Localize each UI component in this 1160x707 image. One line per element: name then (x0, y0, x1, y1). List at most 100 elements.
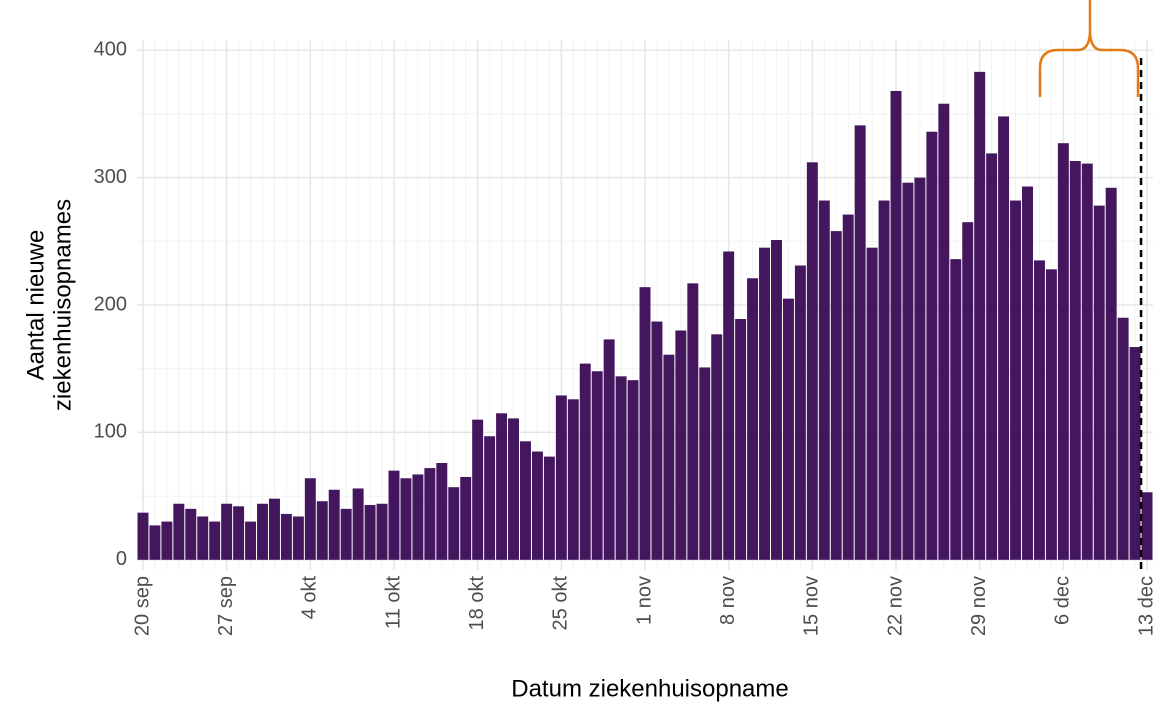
bar (902, 182, 914, 560)
bar (352, 488, 364, 560)
bar (1045, 269, 1057, 560)
x-tick-label: 8 nov (717, 576, 739, 625)
bar (292, 516, 304, 560)
bar (639, 287, 651, 560)
y-tick-label: 200 (94, 293, 127, 315)
y-tick-label: 400 (94, 38, 127, 60)
bar (328, 489, 340, 560)
x-axis-title: Datum ziekenhuisopname (511, 675, 789, 702)
bar (185, 508, 197, 560)
x-tick-label: 22 nov (884, 576, 906, 636)
bar (878, 200, 890, 560)
bar (974, 71, 986, 560)
bar (388, 470, 400, 560)
x-tick-label: 25 okt (550, 576, 572, 631)
bar (866, 247, 878, 560)
bar (340, 508, 352, 560)
brace (1038, 0, 1140, 97)
bar (782, 298, 794, 560)
bar (735, 319, 747, 560)
x-tick-label: 15 nov (801, 576, 823, 636)
bar (747, 278, 759, 560)
bar (986, 153, 998, 560)
bar (842, 214, 854, 560)
bar (687, 283, 699, 560)
bar (711, 334, 723, 560)
bar (1141, 492, 1153, 560)
x-tick-label: 6 dec (1052, 576, 1074, 625)
bar (627, 380, 639, 560)
x-tick-label: 4 okt (299, 576, 321, 620)
bar (233, 506, 245, 560)
bar (304, 478, 316, 560)
bar (567, 399, 579, 560)
bar (508, 418, 519, 560)
bar (1081, 163, 1093, 560)
bar (1069, 161, 1081, 560)
bar (496, 413, 508, 560)
y-tick-label: 0 (116, 548, 127, 570)
bar (209, 521, 221, 560)
bar (161, 521, 173, 560)
bar (1105, 187, 1117, 560)
bar (663, 354, 675, 560)
bar (818, 200, 830, 560)
bar (1129, 347, 1141, 560)
bar (830, 231, 842, 560)
x-tick-label: 27 sep (215, 576, 237, 636)
bar (400, 478, 412, 560)
bar (448, 487, 460, 560)
bar (962, 222, 974, 560)
x-tick-label: 1 nov (633, 576, 655, 625)
x-tick-label: 11 okt (382, 576, 404, 629)
bar (412, 474, 424, 560)
bar (555, 395, 567, 560)
bar (460, 476, 472, 560)
bar (543, 456, 555, 560)
bar (699, 367, 711, 560)
bar (424, 468, 436, 560)
bar (926, 131, 938, 560)
bar (914, 177, 926, 560)
x-tick-label: 13 dec (1135, 576, 1157, 636)
bar (245, 521, 257, 560)
x-tick-label: 20 sep (131, 576, 153, 636)
bar (221, 503, 233, 560)
bar (651, 321, 663, 560)
bar (950, 259, 962, 560)
bar (854, 125, 866, 560)
y-tick-label: 300 (94, 166, 127, 188)
bar (1022, 186, 1033, 560)
bar (591, 371, 603, 560)
bar (1117, 317, 1129, 560)
bar (197, 516, 209, 560)
bar (615, 376, 627, 560)
x-tick-label: 18 okt (466, 576, 488, 631)
bar (603, 339, 615, 560)
bar (890, 90, 902, 560)
bar (1010, 200, 1022, 560)
bar (316, 501, 328, 560)
bar (531, 451, 543, 560)
y-axis-title: ziekenhuisopnames (49, 199, 76, 411)
bar (771, 240, 782, 560)
bar (280, 513, 292, 560)
bar (484, 436, 496, 560)
bar (257, 503, 268, 560)
bar (579, 363, 591, 560)
bar (268, 498, 280, 560)
bar (1033, 260, 1045, 560)
bar (938, 103, 950, 560)
y-tick-label: 100 (94, 421, 127, 443)
bar (376, 503, 388, 560)
bar (1057, 143, 1069, 560)
y-axis-title: Aantal nieuwe (22, 230, 49, 381)
bar (723, 251, 735, 560)
bar (519, 441, 531, 560)
bar (472, 419, 484, 560)
bar (137, 512, 149, 560)
bar (759, 247, 771, 560)
bar (173, 503, 185, 560)
